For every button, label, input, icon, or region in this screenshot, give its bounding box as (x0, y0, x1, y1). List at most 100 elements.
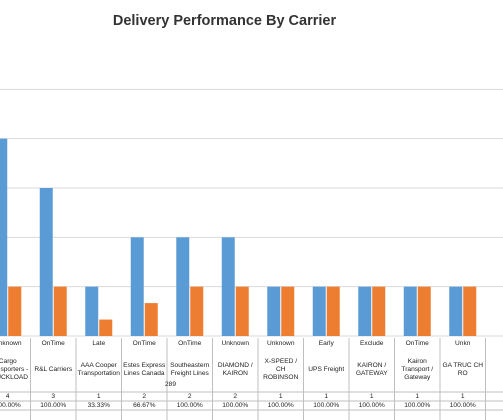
tick-label-carrier: R&L Carriers (32, 352, 76, 388)
table-count: 1 (259, 392, 303, 401)
bar-rate (372, 286, 386, 336)
table-count-text: 3 (51, 392, 56, 400)
table-count-text: 1 (324, 392, 329, 400)
table-count: 1 (305, 392, 349, 401)
tick-label-status-text: Unknown (267, 340, 295, 347)
tick-label-carrier-text: AAA Cooper Transportation (77, 362, 120, 377)
tick-label-status-text: OnTime (178, 340, 202, 347)
tick-label-status: Unknown (0, 340, 30, 350)
bar-rate (417, 286, 431, 336)
chart-title: Delivery Performance By Carrier (112, 13, 337, 29)
table-percent-text: 100.00% (40, 401, 67, 409)
tick-label-carrier-text: X-SPEED / CH ROBINSON (263, 358, 299, 381)
table-percent: 100.00% (214, 401, 258, 410)
table-percent: 100.00% (441, 401, 485, 410)
bar-count (130, 237, 144, 336)
table-percent-text: 66.67% (133, 401, 156, 409)
table-percent: 100.00% (396, 401, 440, 410)
table-count-text: 2 (142, 392, 147, 400)
stray-label: 289 (165, 381, 177, 388)
table-count: 1 (396, 392, 440, 401)
table-percent-text: 100.00% (176, 401, 203, 409)
tick-label-carrier: Cargo Transporters - TRUCKLOAD (0, 352, 30, 388)
table-count-text: 1 (369, 392, 374, 400)
table-count: 2 (168, 392, 212, 401)
table-percent: 100.00% (305, 401, 349, 410)
table-count-text: 2 (233, 392, 238, 400)
table-percent: 100.00% (32, 401, 76, 410)
bar-rate (8, 286, 22, 336)
tick-label-carrier: AAA Cooper Transportation (77, 352, 121, 388)
bar-rate (99, 319, 113, 336)
table-percent-text: 100.00% (358, 401, 385, 409)
tick-label-status: OnTime (168, 340, 212, 350)
tick-label-status-text: OnTime (405, 340, 429, 347)
tick-label-status-text: Unknown (221, 340, 250, 347)
table-percent: 100.00% (0, 401, 30, 410)
table-percent-text: 100.00% (404, 401, 431, 409)
tick-label-carrier-text: Estes Express Lines Canada (123, 362, 166, 377)
tick-label-carrier: Southeastern Freight Lines (168, 352, 212, 388)
bar-rate (281, 286, 295, 336)
bar-count (85, 286, 99, 336)
tick-label-status-text: Exclude (360, 340, 384, 347)
bar-count (221, 237, 235, 336)
table-count-text: 1 (460, 392, 465, 400)
tick-label-status: Early (305, 340, 349, 350)
table-count: 1 (350, 392, 394, 401)
tick-label-carrier: GA TRUC CH RO (441, 352, 485, 388)
table-count: 2 (123, 392, 167, 401)
tick-label-status-text: OnTime (41, 340, 65, 347)
tick-label-status-text: Early (318, 340, 334, 347)
tick-label-status: Unknown (259, 340, 303, 350)
tick-label-status: Unknown (214, 340, 258, 350)
table-count: 4 (0, 392, 30, 401)
tick-label-carrier-text: GA TRUC CH RO (442, 362, 484, 377)
bar-rate (463, 286, 477, 336)
table-percent-text: 100.00% (0, 401, 21, 409)
tick-label-carrier: Kairon Transport / Gateway (396, 352, 440, 388)
tick-label-carrier: UPS Freight (305, 352, 349, 388)
table-percent: 100.00% (259, 401, 303, 410)
table-count-text: 1 (415, 392, 420, 400)
bar-count (176, 237, 190, 336)
bar-rate (190, 286, 204, 336)
tick-label-status: OnTime (123, 340, 167, 350)
tick-label-status-text: Late (92, 340, 106, 347)
bar-rate (235, 286, 249, 336)
tick-label-carrier-text: Southeastern Freight Lines (170, 362, 210, 377)
bar-count (358, 286, 372, 336)
tick-label-carrier: X-SPEED / CH ROBINSON (259, 352, 303, 388)
table-count-text: 2 (187, 392, 192, 400)
tick-label-carrier-text: Kairon Transport / Gateway (401, 358, 434, 381)
bar-rate (144, 303, 158, 336)
tick-label-status: Late (77, 340, 121, 350)
bar-count (39, 188, 53, 336)
bar-rate (53, 286, 67, 336)
tick-label-status: Unkn (441, 340, 485, 350)
tick-label-carrier-text: Cargo Transporters - TRUCKLOAD (0, 358, 29, 381)
table-percent: 33.33% (77, 401, 121, 410)
table-count: 1 (441, 392, 485, 401)
bar-rate (326, 286, 340, 336)
table-percent: 66.67% (123, 401, 167, 410)
table-count: 1 (77, 392, 121, 401)
table-percent: 100.00% (350, 401, 394, 410)
table-count-text: 1 (96, 392, 101, 400)
table-count-text: 4 (5, 392, 10, 400)
tick-label-status: OnTime (396, 340, 440, 350)
bar-count (312, 286, 326, 336)
tick-label-carrier: DIAMOND / KAIRON (214, 352, 258, 388)
tick-label-status: Exclude (350, 340, 394, 350)
table-count: 3 (32, 392, 76, 401)
tick-label-status-text: Unknown (0, 340, 22, 347)
table-percent-text: 100.00% (267, 401, 294, 409)
table-percent-text: 100.00% (313, 401, 340, 409)
tick-label-carrier-text: KAIRON / GATEWAY (355, 362, 388, 377)
tick-label-carrier: KAIRON / GATEWAY (350, 352, 394, 388)
table-percent-text: 100.00% (222, 401, 249, 409)
tick-label-carrier-text: R&L Carriers (34, 366, 73, 373)
bar-count (0, 138, 8, 336)
